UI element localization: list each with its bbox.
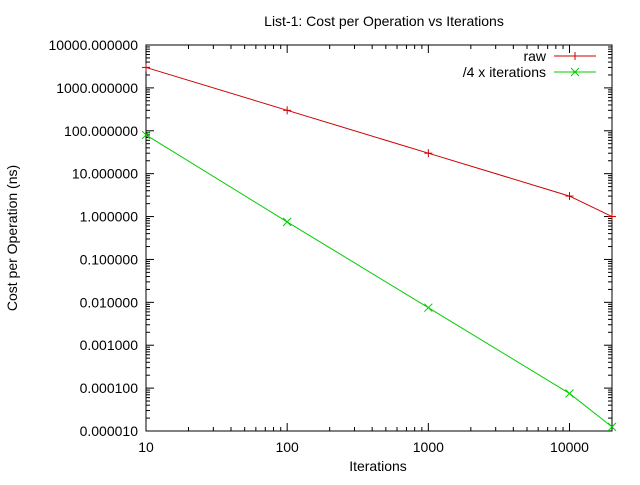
data-point-4-x-iterations — [141, 130, 151, 140]
legend-label-raw: raw — [523, 48, 546, 64]
axis-ticks: 10000.000000 1000.000000 100.000000 10.0000… — [48, 37, 612, 455]
data-point-4-x-iterations-d2 — [423, 303, 433, 313]
data-point-4-x-iterations-d2 — [565, 389, 574, 398]
series-layer — [141, 63, 617, 432]
y-tick-label: 10000.000000 — [48, 37, 138, 53]
y-tick-label: 0.100000 — [80, 251, 139, 267]
y-tick-label: 10.000000 — [72, 166, 138, 182]
x-tick-label: 100 — [275, 439, 299, 455]
data-point-4-x-iterations — [282, 217, 292, 227]
y-axis-label: Cost per Operation (ns) — [4, 165, 20, 311]
series-4-x-iterations — [141, 130, 617, 432]
y-tick-label: 0.010000 — [80, 294, 139, 310]
y-tick-label: 100.000000 — [64, 123, 138, 139]
y-tick-label: 0.001000 — [80, 337, 139, 353]
x-tick-label: 10000 — [550, 439, 589, 455]
y-tick-label: 0.000010 — [80, 423, 139, 439]
data-point-4-x-iterations — [423, 303, 433, 313]
y-tick-label: 1000.000000 — [56, 80, 138, 96]
legend-marker-4-x-iterations-d2 — [570, 67, 580, 77]
data-point-raw — [142, 63, 150, 72]
legend: raw/4 x iterations — [463, 48, 596, 80]
series-raw — [142, 63, 616, 221]
data-point-4-x-iterations-d2 — [141, 130, 151, 140]
y-tick-label: 0.000100 — [80, 380, 139, 396]
data-point-raw — [283, 106, 292, 115]
legend-marker-4-x-iterations — [570, 67, 580, 77]
y-tick-label: 1.000000 — [80, 209, 139, 225]
plot-area — [145, 44, 613, 432]
x-tick-label: 10 — [138, 439, 154, 455]
plot-border — [145, 44, 613, 432]
data-point-4-x-iterations — [565, 389, 574, 398]
chart-title: List-1: Cost per Operation vs Iterations — [264, 13, 504, 29]
legend-label-4-x-iterations: /4 x iterations — [463, 64, 546, 80]
x-tick-label: 1000 — [413, 439, 444, 455]
data-point-raw — [424, 149, 433, 158]
data-point-raw — [608, 212, 616, 221]
x-axis-label: Iterations — [349, 458, 407, 474]
data-point-4-x-iterations-d2 — [282, 217, 292, 227]
data-point-4-x-iterations-d2 — [607, 422, 617, 432]
data-point-raw — [565, 192, 574, 201]
legend-marker-raw — [571, 52, 579, 60]
data-point-4-x-iterations — [607, 422, 617, 432]
